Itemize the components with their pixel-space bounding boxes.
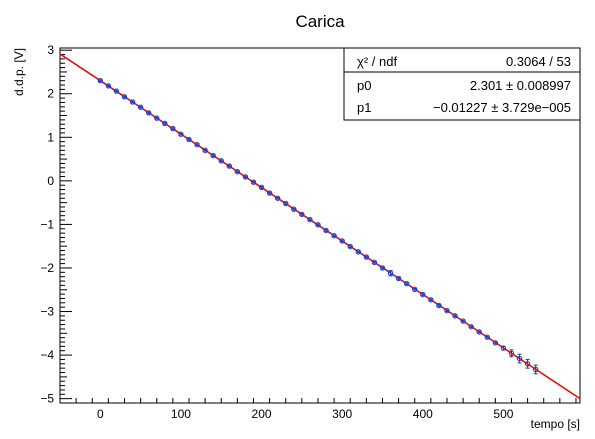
data-point (105, 83, 112, 89)
x-axis: 0 100 200 300 400 500 (59, 398, 577, 421)
x-tick-label: 300 (332, 407, 352, 421)
y-tick-label: 2 (47, 87, 54, 101)
data-point (516, 355, 523, 362)
data-point (476, 329, 482, 335)
data-point (202, 147, 208, 154)
data-point (121, 94, 128, 100)
data-point (113, 88, 120, 94)
data-point (436, 302, 442, 309)
plot-frame (59, 47, 581, 404)
y-tick-label: 3 (47, 43, 54, 57)
data-point (299, 211, 305, 218)
data-point (137, 104, 144, 110)
p1-label: p1 (357, 100, 371, 115)
x-tick-label: 0 (97, 407, 104, 421)
data-point (218, 158, 224, 164)
data-point (492, 340, 499, 346)
data-point (452, 313, 458, 319)
data-point (234, 169, 241, 175)
data-point (266, 190, 273, 196)
fit-stats-frame (343, 47, 581, 121)
data-point (420, 291, 426, 298)
data-point (460, 318, 466, 324)
x-tick-label: 400 (413, 407, 433, 421)
x-tick-label: 200 (252, 407, 272, 421)
x-tick-label: 100 (171, 407, 191, 421)
data-point (468, 324, 474, 330)
p0-label: p0 (357, 78, 371, 93)
data-point (307, 216, 313, 223)
data-point (395, 275, 402, 282)
data-point (226, 163, 233, 169)
data-point (274, 195, 281, 201)
p1-value: −0.01227 ± 3.729e−005 (433, 100, 571, 115)
data-point (283, 200, 289, 207)
y-tick-label: −1 (40, 217, 54, 231)
data-point (331, 233, 337, 239)
data-point (524, 361, 531, 367)
y-tick-label: 0 (47, 174, 54, 188)
data-point (484, 334, 490, 340)
data-point (145, 110, 152, 116)
x-tick-label: 500 (493, 407, 513, 421)
chi2-value: 0.3064 / 53 (506, 54, 571, 69)
data-point (291, 206, 297, 212)
data-point (403, 280, 410, 287)
data-point (323, 227, 329, 234)
data-point (428, 297, 434, 303)
data-point (178, 131, 184, 137)
data-point (412, 286, 418, 293)
data-point (129, 99, 136, 105)
data-point (162, 120, 168, 127)
data-point (194, 141, 200, 148)
data-point (97, 77, 104, 84)
y-tick-label: −4 (40, 348, 54, 362)
data-point (210, 152, 216, 159)
data-point (347, 243, 353, 250)
data-point (339, 238, 345, 244)
data-point (387, 270, 394, 276)
data-point (500, 345, 507, 351)
data-point (258, 184, 265, 191)
data-point (170, 125, 176, 132)
data-point (355, 249, 361, 255)
data-point (379, 265, 386, 271)
data-point (186, 136, 192, 143)
data-point (508, 350, 515, 357)
y-tick-label: −5 (40, 392, 54, 406)
y-tick-label: 1 (47, 130, 54, 144)
y-tick-label: −2 (40, 261, 54, 275)
y-tick-label: −3 (40, 305, 54, 319)
data-point (532, 366, 539, 373)
data-point (315, 222, 321, 228)
data-point (250, 179, 257, 185)
p0-value: 2.301 ± 0.008997 (470, 78, 571, 93)
data-point (363, 254, 370, 260)
data-point (371, 259, 378, 266)
fit-stats-box: χ² / ndf 0.3064 / 53 p0 2.301 ± 0.008997… (343, 47, 581, 121)
data-point (154, 115, 160, 121)
chi2-label: χ² / ndf (357, 54, 397, 69)
chart-title: Carica (295, 12, 345, 31)
y-axis-label: d.d.p. [V] (12, 48, 26, 96)
data-point (444, 307, 450, 314)
x-axis-label: tempo [s] (531, 417, 580, 431)
data-point (242, 174, 249, 180)
y-axis: −5 −4 −3 −2 −1 0 1 2 3 (40, 43, 72, 406)
data-points (97, 77, 539, 375)
